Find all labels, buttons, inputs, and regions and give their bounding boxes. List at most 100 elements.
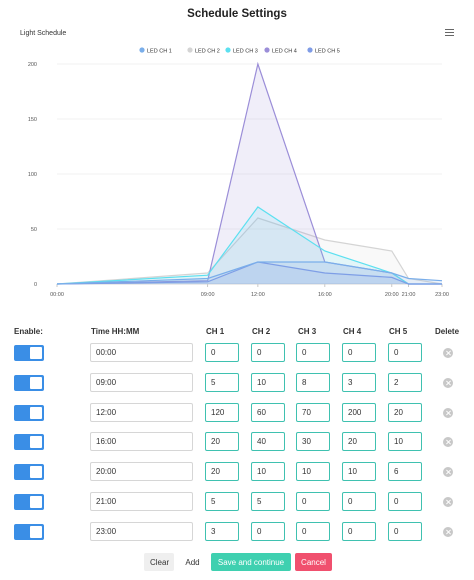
- time-input[interactable]: [90, 492, 193, 511]
- ch5-input[interactable]: [388, 432, 422, 451]
- schedule-row: [0, 426, 474, 456]
- series-area-led-ch-1: [57, 262, 442, 284]
- x-tick-label: 16:00: [318, 292, 332, 298]
- ch3-input[interactable]: [296, 373, 330, 392]
- time-input[interactable]: [90, 522, 193, 541]
- ch1-input[interactable]: [205, 343, 239, 362]
- ch1-input[interactable]: [205, 522, 239, 541]
- ch3-input[interactable]: [296, 432, 330, 451]
- legend-marker: [307, 47, 313, 53]
- enable-toggle[interactable]: [14, 345, 44, 361]
- delete-row-icon[interactable]: [443, 408, 453, 418]
- ch1-input[interactable]: [205, 492, 239, 511]
- series-area-led-ch-5: [57, 262, 442, 284]
- header-delete: Delete: [435, 327, 460, 336]
- ch4-input[interactable]: [342, 522, 376, 541]
- legend-marker: [264, 47, 270, 53]
- time-input[interactable]: [90, 462, 193, 481]
- schedule-row: [0, 456, 474, 486]
- y-tick-label: 200: [28, 62, 37, 68]
- header-ch2: CH 2: [252, 327, 271, 336]
- schedule-row: [0, 516, 474, 546]
- ch1-input[interactable]: [205, 403, 239, 422]
- ch4-input[interactable]: [342, 373, 376, 392]
- time-input[interactable]: [90, 343, 193, 362]
- toggle-knob: [30, 347, 42, 359]
- enable-toggle[interactable]: [14, 375, 44, 391]
- delete-row-icon[interactable]: [443, 527, 453, 537]
- ch2-input[interactable]: [251, 403, 285, 422]
- add-button[interactable]: Add: [178, 553, 207, 571]
- enable-toggle[interactable]: [14, 434, 44, 450]
- delete-row-icon[interactable]: [443, 467, 453, 477]
- enable-toggle[interactable]: [14, 494, 44, 510]
- hamburger-menu-icon[interactable]: [445, 29, 454, 37]
- ch2-input[interactable]: [251, 462, 285, 481]
- delete-row-icon[interactable]: [443, 497, 453, 507]
- legend-label: LED CH 3: [233, 49, 258, 55]
- x-tick-label: 20:00: [385, 292, 399, 298]
- ch4-input[interactable]: [342, 492, 376, 511]
- legend-marker: [187, 47, 193, 53]
- legend-label: LED CH 4: [272, 49, 297, 55]
- enable-toggle[interactable]: [14, 405, 44, 421]
- legend-marker: [139, 47, 145, 53]
- header-ch5: CH 5: [389, 327, 408, 336]
- ch1-input[interactable]: [205, 462, 239, 481]
- ch5-input[interactable]: [388, 403, 422, 422]
- light-schedule-chart: 0 50 100 150 200 00:00 09:00 12:00 16:00 20:00 21:…: [14, 26, 460, 304]
- header-ch4: CH 4: [343, 327, 362, 336]
- series-line-led-ch-5: [56, 261, 442, 285]
- ch5-input[interactable]: [388, 492, 422, 511]
- clear-button[interactable]: Clear: [144, 553, 174, 571]
- ch2-input[interactable]: [251, 522, 285, 541]
- time-input[interactable]: [90, 432, 193, 451]
- series-area-led-ch-4: [57, 64, 442, 284]
- ch2-input[interactable]: [251, 432, 285, 451]
- ch5-input[interactable]: [388, 343, 422, 362]
- time-input[interactable]: [90, 373, 193, 392]
- ch2-input[interactable]: [251, 343, 285, 362]
- cancel-button[interactable]: Cancel: [295, 553, 332, 571]
- ch5-input[interactable]: [388, 462, 422, 481]
- header-ch1: CH 1: [206, 327, 225, 336]
- ch1-input[interactable]: [205, 432, 239, 451]
- ch3-input[interactable]: [296, 492, 330, 511]
- ch5-input[interactable]: [388, 522, 422, 541]
- x-tick-label: 21:00: [402, 292, 416, 298]
- ch4-input[interactable]: [342, 403, 376, 422]
- ch5-input[interactable]: [388, 373, 422, 392]
- x-tick-label: 00:00: [50, 292, 64, 298]
- delete-row-icon[interactable]: [443, 378, 453, 388]
- ch4-input[interactable]: [342, 343, 376, 362]
- enable-toggle[interactable]: [14, 524, 44, 540]
- ch1-input[interactable]: [205, 373, 239, 392]
- series-area-led-ch-3: [57, 207, 442, 284]
- delete-row-icon[interactable]: [443, 348, 453, 358]
- header-ch3: CH 3: [298, 327, 317, 336]
- save-and-continue-button[interactable]: Save and continue: [211, 553, 291, 571]
- ch3-input[interactable]: [296, 462, 330, 481]
- enable-toggle[interactable]: [14, 464, 44, 480]
- time-input[interactable]: [90, 403, 193, 422]
- delete-row-icon[interactable]: [443, 437, 453, 447]
- toggle-knob: [30, 466, 42, 478]
- ch4-input[interactable]: [342, 432, 376, 451]
- schedule-row: [0, 337, 474, 367]
- page-title: Schedule Settings: [187, 8, 287, 20]
- x-tick-label: 09:00: [201, 292, 215, 298]
- header-enable: Enable:: [14, 327, 43, 336]
- y-tick-label: 100: [28, 172, 37, 178]
- legend-marker: [225, 47, 231, 53]
- ch2-input[interactable]: [251, 492, 285, 511]
- ch2-input[interactable]: [251, 373, 285, 392]
- toggle-knob: [30, 377, 42, 389]
- legend-label: LED CH 1: [147, 49, 172, 55]
- y-tick-label: 50: [31, 227, 37, 233]
- ch3-input[interactable]: [296, 403, 330, 422]
- ch3-input[interactable]: [296, 343, 330, 362]
- ch3-input[interactable]: [296, 522, 330, 541]
- x-tick-label: 23:00: [435, 292, 449, 298]
- toggle-knob: [30, 526, 42, 538]
- ch4-input[interactable]: [342, 462, 376, 481]
